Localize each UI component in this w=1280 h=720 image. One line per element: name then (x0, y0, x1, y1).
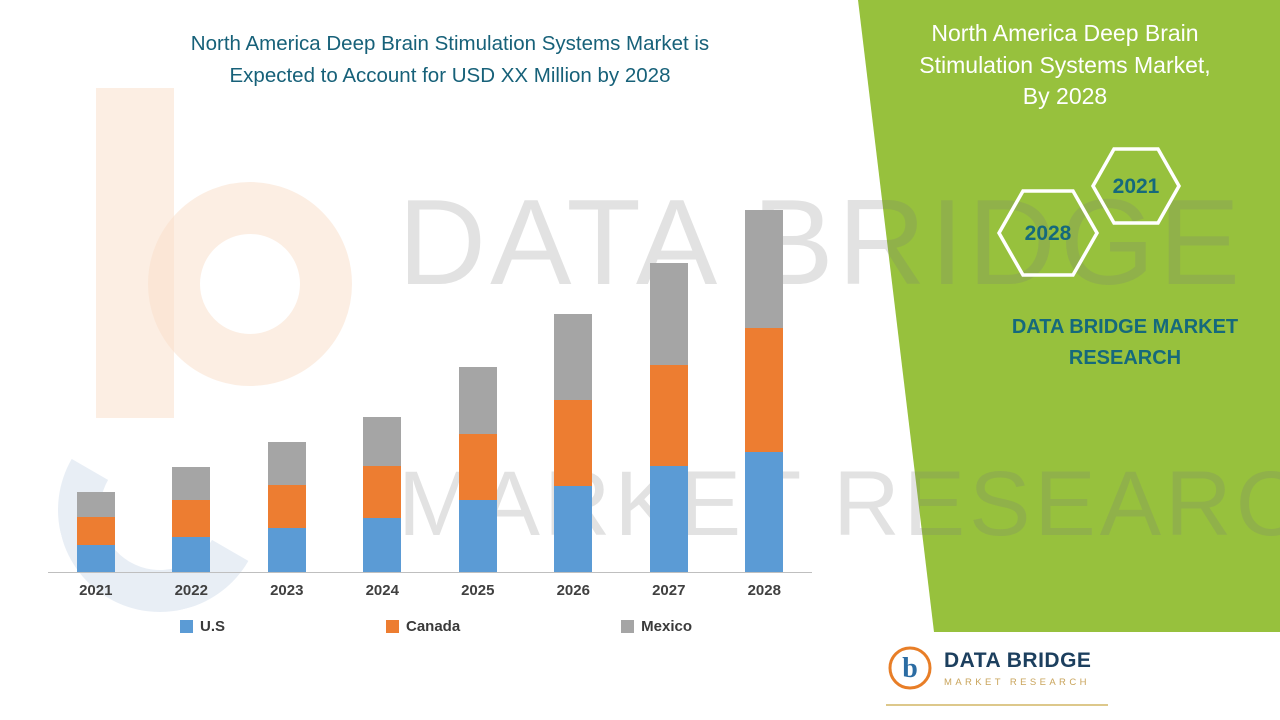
bar-column-2028 (717, 210, 813, 572)
footer-logo: b DATA BRIDGE MARKET RESEARCH (886, 644, 1091, 692)
legend-label: Canada (405, 618, 461, 635)
bar-segment-u-s (267, 528, 306, 572)
bar-stack (76, 492, 115, 572)
bar-segment-canada (363, 466, 402, 518)
panel-title-line2: Stimulation Systems Market, (919, 51, 1211, 78)
x-axis-label: 2024 (365, 582, 399, 599)
hexagon-outline (996, 189, 1100, 277)
logo-circle (888, 646, 932, 690)
bar-segment-mexico (458, 367, 497, 434)
x-axis-label: 2025 (461, 582, 495, 599)
panel-title: North America Deep Brain Stimulation Sys… (900, 18, 1230, 113)
x-axis-label: 2027 (652, 582, 686, 599)
x-axis-label: 2021 (79, 582, 113, 599)
bar-segment-u-s (649, 466, 688, 572)
bar-segment-canada (649, 365, 688, 466)
legend-label: Mexico (641, 618, 692, 635)
x-labels-row: 2021 2022 2023 2024 2025 2026 2027 2028 (48, 582, 812, 599)
hexagon-outline (1090, 147, 1182, 225)
bar-stack (458, 367, 497, 572)
bar-segment-u-s (554, 486, 593, 572)
bar-column-2027 (621, 263, 717, 572)
legend-swatch (621, 620, 635, 633)
panel-brand-line1: DATA BRIDGE MARKET (1011, 316, 1239, 338)
bar-stack (363, 417, 402, 572)
bar-stack (267, 442, 306, 572)
legend-label: U.S (200, 618, 226, 635)
panel-title-line3: By 2028 (1022, 83, 1108, 110)
bar-column-2024 (335, 417, 431, 572)
x-axis-label: 2023 (270, 582, 304, 599)
footer-divider-line (886, 704, 1108, 706)
bar-segment-mexico (363, 417, 402, 466)
hexagon-badge-2028: 2028 (996, 189, 1100, 277)
bar-column-2022 (144, 467, 240, 572)
bar-stack (172, 467, 211, 572)
bar-segment-canada (172, 500, 211, 537)
bar-stack (649, 263, 688, 572)
footer-brand-name: DATA BRIDGE (944, 648, 1092, 672)
hexagon-year-2028: 2028 (1025, 222, 1072, 245)
hexagon-year-2021: 2021 (1113, 175, 1160, 198)
bar-stack (745, 210, 784, 572)
bar-segment-canada (267, 485, 306, 528)
bar-segment-mexico (172, 467, 211, 500)
bar-column-2023 (239, 442, 335, 572)
footer-logo-texts: DATA BRIDGE MARKET RESEARCH (944, 649, 1091, 688)
legend: U.S Canada Mexico (180, 618, 692, 635)
footer-brand-tagline: MARKET RESEARCH (944, 676, 1090, 688)
bar-segment-u-s (363, 518, 402, 572)
legend-item-canada: Canada (385, 618, 461, 635)
bar-segment-mexico (554, 314, 593, 400)
bar-stack (554, 314, 593, 572)
bar-segment-u-s (458, 500, 497, 572)
bars-row (48, 190, 812, 573)
bar-column-2025 (430, 367, 526, 572)
x-axis-label: 2022 (174, 582, 208, 599)
panel-title-line1: North America Deep Brain (931, 20, 1199, 46)
x-axis-label: 2026 (556, 582, 590, 599)
bar-segment-canada (76, 517, 115, 545)
bar-segment-mexico (267, 442, 306, 485)
chart-title-line2: Expected to Account for USD XX Million b… (229, 64, 671, 88)
bar-segment-canada (745, 328, 784, 452)
bar-segment-u-s (745, 452, 784, 572)
chart-title: North America Deep Brain Stimulation Sys… (60, 28, 840, 93)
data-bridge-logo-icon: b (888, 646, 932, 690)
legend-item-u-s: U.S (180, 618, 225, 635)
x-axis-label: 2028 (747, 582, 781, 599)
panel-brand-line2: RESEARCH (1068, 347, 1182, 369)
panel-brand-text: DATA BRIDGE MARKET RESEARCH (960, 312, 1280, 374)
bar-column-2021 (48, 492, 144, 572)
bar-segment-canada (458, 434, 497, 500)
legend-swatch (385, 620, 399, 633)
legend-swatch (180, 620, 193, 633)
bar-segment-u-s (76, 545, 115, 572)
chart-title-line1: North America Deep Brain Stimulation Sys… (190, 32, 710, 55)
bar-segment-canada (554, 400, 593, 486)
bar-segment-mexico (649, 263, 688, 365)
bar-chart: 2021 2022 2023 2024 2025 2026 2027 2028 (48, 190, 812, 599)
bar-segment-u-s (172, 537, 211, 572)
bar-column-2026 (526, 314, 622, 572)
bar-segment-mexico (745, 210, 784, 328)
bar-segment-mexico (76, 492, 115, 517)
logo-letter-b: b (902, 653, 918, 684)
hexagon-badge-2021: 2021 (1090, 147, 1182, 225)
legend-item-mexico: Mexico (621, 618, 692, 635)
